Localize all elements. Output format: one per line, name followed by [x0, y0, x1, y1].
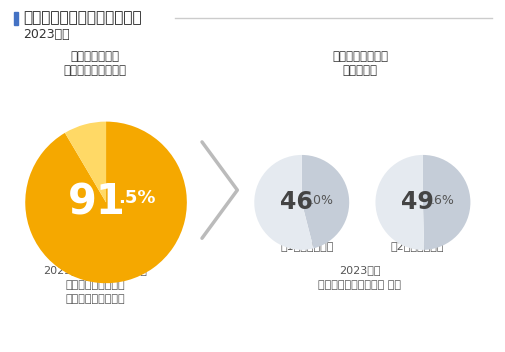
Text: 講座受講者の合格率: 講座受講者の合格率	[64, 64, 126, 77]
Wedge shape	[376, 155, 424, 250]
Text: （企業研修）の実績: （企業研修）の実績	[65, 294, 125, 304]
Text: 49: 49	[401, 190, 434, 214]
Bar	[14, 12, 18, 25]
Wedge shape	[423, 155, 470, 250]
Text: 91: 91	[67, 181, 125, 224]
Text: 第2種衛生管理者: 第2種衛生管理者	[390, 241, 444, 251]
Text: 2023年度: 2023年度	[23, 27, 70, 40]
Text: .0%: .0%	[310, 194, 334, 207]
Text: 受験者数に対する: 受験者数に対する	[332, 50, 388, 63]
Text: 2023年度: 2023年度	[339, 265, 381, 275]
Wedge shape	[25, 121, 187, 283]
Wedge shape	[301, 155, 349, 249]
Text: ウェルネット受講者の合格率: ウェルネット受講者の合格率	[23, 11, 141, 25]
Text: .6%: .6%	[431, 194, 455, 207]
Wedge shape	[255, 155, 314, 250]
Text: 安全衛生技術試験協会 統計: 安全衛生技術試験協会 統計	[319, 280, 401, 290]
Text: 第1種衛生管理者: 第1種衛生管理者	[280, 241, 334, 251]
Text: 一般合格率: 一般合格率	[342, 64, 378, 77]
Text: .5%: .5%	[118, 189, 156, 207]
Wedge shape	[65, 121, 106, 202]
Text: 2023年4月～2024年3月: 2023年4月～2024年3月	[43, 265, 147, 275]
Text: 衛生管理者受験対策: 衛生管理者受験対策	[65, 280, 125, 290]
Text: 46: 46	[280, 190, 313, 214]
Text: ウェルネットの: ウェルネットの	[71, 50, 120, 63]
